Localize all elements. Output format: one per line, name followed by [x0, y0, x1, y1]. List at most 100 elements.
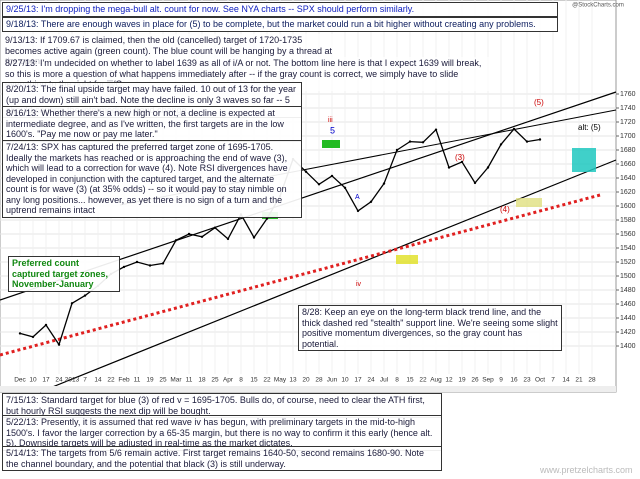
y-tick-label: 1480: [620, 287, 636, 294]
x-tick-label: 2013: [65, 377, 80, 384]
x-tick-label: 22: [107, 377, 115, 384]
y-tick-label: 1580: [620, 217, 636, 224]
price-point: [330, 174, 334, 178]
y-tick-label: 1500: [620, 273, 636, 280]
price-point: [31, 335, 35, 339]
target-box: [396, 255, 418, 264]
x-tick-label: 23: [523, 377, 531, 384]
indicator-strip: [0, 386, 616, 392]
y-tick-label: 1620: [620, 189, 636, 196]
x-tick-label: Dec: [14, 377, 26, 384]
x-tick-label: 17: [354, 377, 362, 384]
x-tick-label: 11: [134, 377, 141, 384]
y-tick-label: 1440: [620, 315, 636, 322]
header: @StockCharts.com: [572, 3, 624, 9]
x-tick-label: 9: [499, 377, 503, 384]
price-point: [135, 260, 139, 264]
price-point: [70, 302, 74, 305]
x-tick-label: 7: [551, 377, 555, 384]
watermark: www.pretzelcharts.com: [540, 465, 633, 475]
price-point: [369, 200, 373, 203]
x-tick-label: 25: [211, 377, 219, 384]
price-point: [447, 166, 451, 169]
price-point: [512, 127, 516, 131]
price-point: [161, 262, 165, 265]
price-point: [421, 141, 425, 144]
y-tick-label: 1740: [620, 105, 636, 112]
price-point: [18, 332, 22, 335]
price-point: [486, 166, 490, 169]
price-point: [356, 209, 360, 213]
wave-label: iv: [356, 281, 362, 288]
x-tick-label: Sep: [482, 377, 494, 384]
y-tick-label: 1400: [620, 343, 636, 350]
x-tick-label: Jun: [327, 377, 338, 384]
x-tick-label: 22: [419, 377, 427, 384]
price-point: [265, 217, 269, 220]
x-tick-label: 8: [239, 377, 243, 384]
y-tick-label: 1540: [620, 245, 636, 252]
y-tick-label: 1600: [620, 203, 636, 210]
x-tick-label: 28: [588, 377, 596, 384]
price-point: [434, 128, 438, 131]
x-tick-label: 16: [510, 377, 518, 384]
wave-label: alt: (5): [578, 123, 601, 132]
x-tick-label: 17: [42, 377, 50, 384]
stealth-support-line: [0, 193, 601, 357]
y-tick-label: 1460: [620, 301, 636, 308]
price-point: [57, 343, 61, 346]
annotation: 5/14/13: The targets from 5/6 remain act…: [2, 446, 442, 471]
annotation: 5/22/13: Presently, it is assumed that r…: [2, 415, 442, 451]
price-point: [200, 235, 204, 238]
price-point: [538, 138, 542, 141]
price-point: [226, 237, 230, 241]
x-tick-label: 15: [250, 377, 258, 384]
y-tick-label: 1560: [620, 231, 636, 238]
price-point: [187, 232, 191, 236]
price-point: [174, 239, 178, 242]
target-box: [516, 198, 542, 207]
annotation: 9/25/13: I'm dropping the mega-bull alt.…: [2, 2, 558, 17]
y-tick-label: 1680: [620, 147, 636, 154]
price-point: [473, 181, 477, 185]
x-tick-label: 19: [146, 377, 154, 384]
price-point: [44, 323, 48, 327]
x-tick-label: 28: [315, 377, 323, 384]
price-point: [304, 170, 308, 173]
x-tick-label: 21: [575, 377, 583, 384]
price-point: [122, 265, 126, 269]
y-tick-label: 1420: [620, 329, 636, 336]
x-tick-label: 12: [445, 377, 453, 384]
price-point: [343, 186, 347, 189]
x-tick-label: 8: [395, 377, 399, 384]
x-tick-label: 10: [341, 377, 349, 384]
x-tick-label: 26: [471, 377, 479, 384]
annotation: Preferred count captured target zones, N…: [8, 256, 120, 292]
x-tick-label: 14: [562, 377, 570, 384]
x-tick-label: 15: [406, 377, 414, 384]
x-tick-label: Feb: [118, 377, 130, 384]
price-point: [213, 226, 217, 229]
y-tick-label: 1720: [620, 119, 636, 126]
x-tick-label: Jul: [380, 377, 389, 384]
wave-label: iii: [328, 117, 333, 124]
x-tick-label: 14: [94, 377, 102, 384]
price-point: [317, 183, 321, 186]
x-tick-label: 24: [367, 377, 375, 384]
x-tick-label: Apr: [223, 377, 234, 384]
target-box: [572, 148, 596, 172]
price-point: [408, 140, 412, 143]
x-tick-label: Mar: [170, 377, 182, 384]
y-tick-label: 1760: [620, 91, 636, 98]
x-tick-label: 20: [302, 377, 310, 384]
wave-label: 5: [330, 125, 335, 135]
x-tick-label: 7: [83, 377, 87, 384]
x-tick-label: 18: [198, 377, 206, 384]
x-tick-label: Oct: [535, 377, 545, 384]
annotation: 8/16/13: Whether there's a new high or n…: [2, 106, 302, 142]
x-tick-label: 11: [186, 377, 193, 384]
annotation: 7/24/13: SPX has captured the preferred …: [2, 140, 302, 218]
price-point: [460, 160, 464, 164]
price-point: [148, 264, 152, 267]
